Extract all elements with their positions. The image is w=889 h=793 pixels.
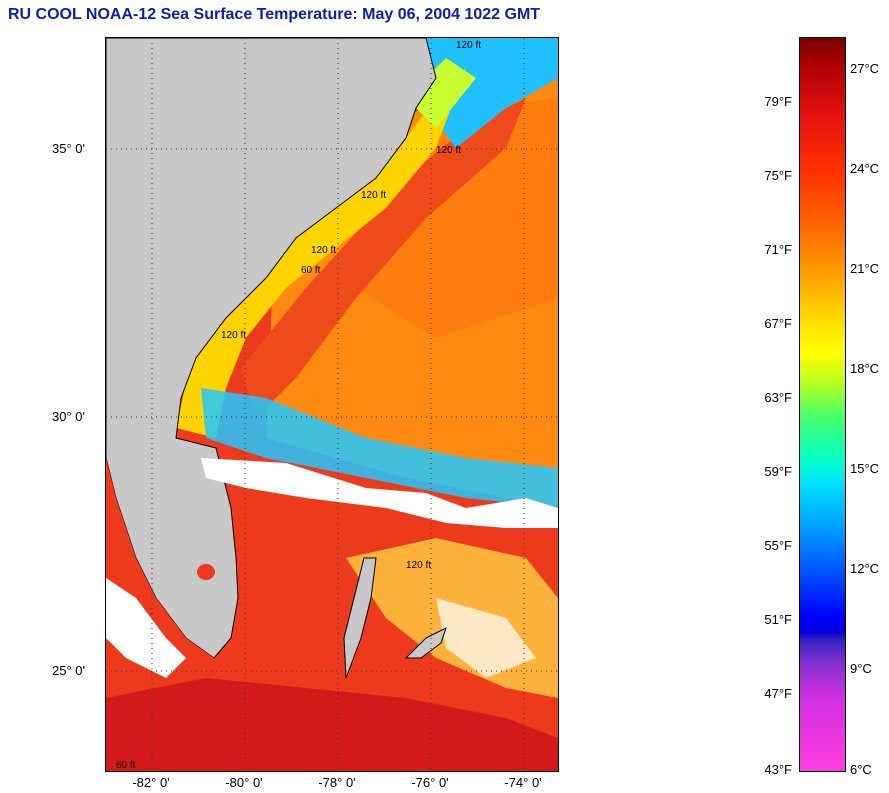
lat-label: 35° 0': [52, 141, 85, 156]
colorbar-c-tick: 24°C: [850, 161, 880, 176]
sst-map-canvas: 120 ft 120 ft 120 ft 120 ft 120 ft 60 ft…: [106, 38, 558, 771]
contour-label: 60 ft: [301, 265, 321, 276]
contour-label: 120 ft: [436, 145, 461, 156]
cold-band: [201, 388, 558, 508]
colorbar-f-tick: 75°F: [764, 168, 792, 183]
colorbar-f-tick: 43°F: [764, 762, 792, 777]
sst-map[interactable]: 120 ft 120 ft 120 ft 120 ft 120 ft 60 ft…: [105, 37, 559, 772]
contour-label: 120 ft: [361, 190, 386, 201]
southern-waters: [106, 678, 558, 771]
colorbar-c-tick: 15°C: [850, 461, 880, 476]
colorbar-f-tick: 79°F: [764, 94, 792, 109]
colorbar-f-tick: 47°F: [764, 686, 792, 701]
bahamas-island-2: [404, 627, 447, 659]
lon-label: -78° 0': [318, 775, 356, 790]
contour-label: 120 ft: [311, 245, 336, 256]
page-title: RU COOL NOAA-12 Sea Surface Temperature:…: [8, 6, 541, 23]
colorbar-c-tick: 27°C: [850, 61, 880, 76]
lon-label: -76° 0': [411, 775, 449, 790]
colorbar-f-tick: 63°F: [764, 390, 792, 405]
colorbar-f-tick: 51°F: [764, 612, 792, 627]
colorbar-c-tick: 21°C: [850, 261, 880, 276]
colorbar-c-tick: 12°C: [850, 561, 880, 576]
lon-label: -82° 0': [132, 775, 170, 790]
gulf-stream-core: [241, 98, 526, 418]
lon-label: -80° 0': [225, 775, 263, 790]
colorbar-f-tick: 59°F: [764, 464, 792, 479]
cloud-southeast: [436, 598, 536, 678]
shelf-water: [176, 68, 466, 438]
lat-label: 25° 0': [52, 663, 85, 678]
colorbar-c-tick: 18°C: [850, 361, 880, 376]
warm-spot: [197, 564, 215, 580]
bahamas-island: [343, 557, 377, 679]
colorbar-f-tick: 55°F: [764, 538, 792, 553]
contour-label: 120 ft: [406, 560, 431, 571]
lat-label: 30° 0': [52, 409, 85, 424]
colorbar-f-tick: 67°F: [764, 316, 792, 331]
gulf-of-mexico: [106, 458, 226, 738]
contour-label: 60 ft: [116, 760, 136, 771]
cloud-west: [106, 578, 186, 678]
cloud-band: [201, 458, 558, 528]
contour-label: 120 ft: [456, 40, 481, 51]
lon-label: -74° 0': [504, 775, 542, 790]
shelf-water-green: [406, 58, 476, 128]
contour-label: 120 ft: [221, 330, 246, 341]
colorbar-f-tick: 71°F: [764, 242, 792, 257]
colorbar-c-tick: 6°C: [850, 762, 872, 777]
colorbar-c-tick: 9°C: [850, 661, 872, 676]
graticule: [106, 38, 558, 771]
temperature-colorbar: [799, 37, 846, 772]
